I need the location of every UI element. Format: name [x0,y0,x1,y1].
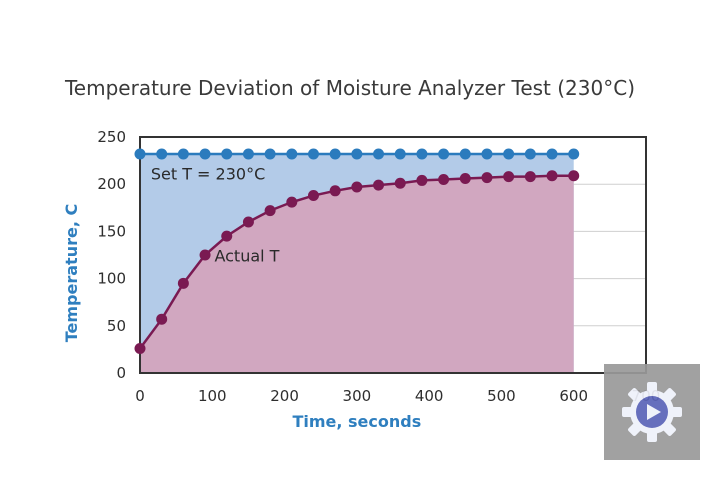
actual-temperature-point [134,342,146,354]
x-tick-label: 400 [415,387,444,405]
x-tick-label: 600 [559,387,588,405]
x-tick-label: 200 [270,387,299,405]
y-tick-label: 150 [97,222,126,240]
actual-temperature-point [481,172,493,184]
plot-frame [139,136,647,374]
actual-temperature-point [264,205,276,217]
set-temperature-point [459,148,471,160]
x-axis-label: Time, seconds [292,412,421,431]
x-tick-label: 300 [343,387,372,405]
actual-temperature-point [394,177,406,189]
actual-temperature-point [199,249,211,261]
x-tick-label: 500 [487,387,516,405]
actual-temperature-point [503,171,515,183]
set-temperature-point [264,148,276,160]
set-temperature-point [351,148,363,160]
set-temperature-point [177,148,189,160]
y-tick-label: 200 [97,175,126,193]
set-temperature-point [568,148,580,160]
set-temperature-point [438,148,450,160]
set-temperature-point [221,148,233,160]
actual-temperature-point [221,230,233,242]
set-temperature-point [199,148,211,160]
annotations: Set T = 230°C Actual T [151,164,280,265]
x-tick-label: 0 [135,387,145,405]
actual-temperature-point [438,173,450,185]
y-tick-label: 100 [97,270,126,288]
set-temperature-point [524,148,536,160]
set-temperature-point [286,148,298,160]
set-temperature-point [394,148,406,160]
gear-icon [622,382,682,442]
actual-temperature-point [177,277,189,289]
actual-temperature-point [351,181,363,193]
actual-temperature-point [416,174,428,186]
series-annotation: Actual T [214,247,279,266]
actual-temperature-point [329,185,341,197]
set-temperature-point [416,148,428,160]
set-temperature-point [373,148,385,160]
actual-temperature-point [286,196,298,208]
x-tick-label: 100 [198,387,227,405]
set-temperature-point [481,148,493,160]
actual-temperature-point [307,190,319,202]
actual-temperature-point [373,179,385,191]
set-temperature-point [307,148,319,160]
actual-temperature-point [546,170,558,182]
actual-temperature-point [568,170,580,182]
series-points [134,148,580,354]
set-temperature-point [134,148,146,160]
actual-temperature-point [459,173,471,185]
actual-temperature-point [524,171,536,183]
set-temperature-point [329,148,341,160]
y-tick-label: 50 [107,317,126,335]
set-temperature-point [503,148,515,160]
y-tick-label: 250 [97,128,126,146]
actual-temperature-point [156,313,168,325]
chart-title: Temperature Deviation of Moisture Analyz… [64,76,635,100]
set-temperature-point [156,148,168,160]
y-tick-label: 0 [116,364,126,382]
y-axis-label: Temperature, C [62,204,81,342]
set-temperature-point [546,148,558,160]
series-annotation: Set T = 230°C [151,164,265,183]
set-temperature-point [242,148,254,160]
actual-temperature-point [242,216,254,228]
gear-logo [604,364,700,460]
